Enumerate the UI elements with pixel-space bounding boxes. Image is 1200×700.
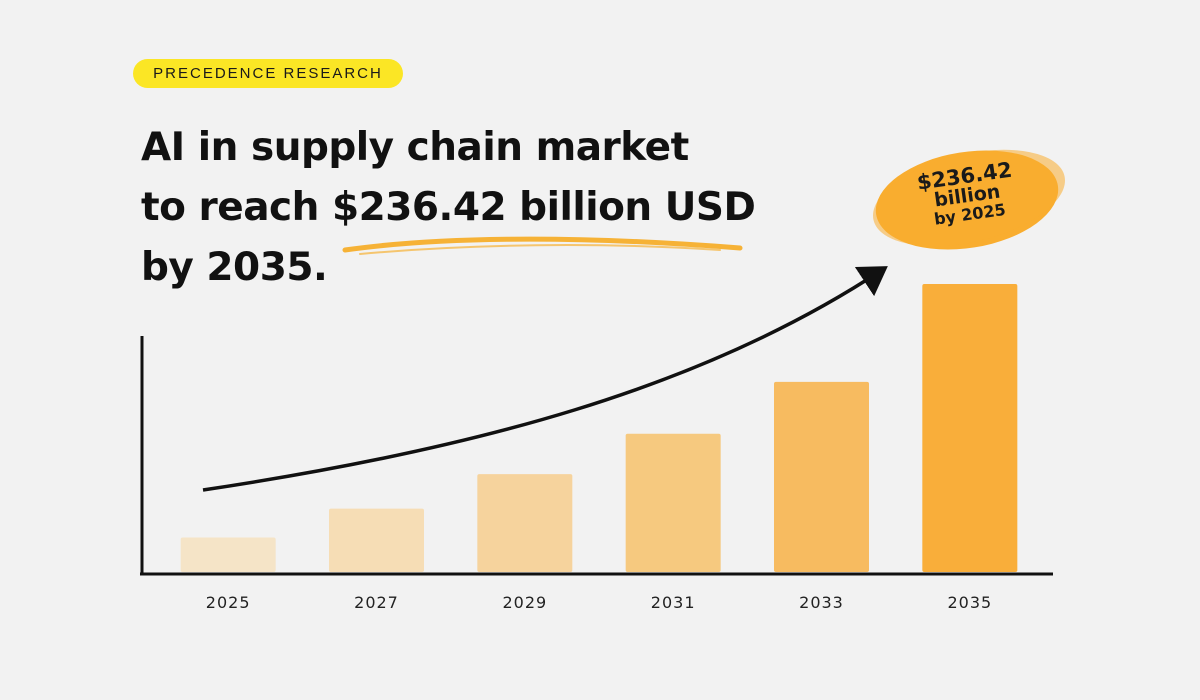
headline-line-3: by 2035. bbox=[141, 245, 328, 290]
bar-2027 bbox=[329, 508, 424, 572]
headline-line-1: AI in supply chain market bbox=[141, 125, 689, 170]
bar-2031 bbox=[625, 433, 721, 572]
headline-line-2: to reach $236.42 billion USD bbox=[141, 185, 756, 230]
callout-brush-blob-edge bbox=[873, 149, 1065, 247]
bar-group bbox=[180, 284, 1018, 572]
bar-2029 bbox=[477, 474, 573, 572]
bar-2025 bbox=[180, 537, 276, 572]
x-tick-label: 2029 bbox=[502, 593, 547, 612]
x-tick-label: 2031 bbox=[651, 593, 696, 612]
x-tick-label: 2025 bbox=[206, 593, 251, 612]
brush-underline-stroke-thin bbox=[359, 244, 721, 255]
tick-label-group: 2025 2027 2029 2031 2033 2035 bbox=[206, 593, 992, 612]
x-tick-label: 2035 bbox=[947, 593, 992, 612]
bar-2033 bbox=[774, 381, 869, 572]
brush-underline-stroke bbox=[342, 236, 743, 253]
headline: AI in supply chain market to reach $236.… bbox=[141, 118, 756, 298]
brand-badge: PRECEDENCE RESEARCH bbox=[133, 59, 403, 88]
callout-badge bbox=[873, 149, 1065, 250]
x-tick-label: 2027 bbox=[354, 593, 399, 612]
trend-arrow bbox=[202, 266, 888, 492]
bar-2035 bbox=[922, 284, 1018, 572]
brand-label: PRECEDENCE RESEARCH bbox=[153, 65, 383, 82]
x-tick-label: 2033 bbox=[799, 593, 844, 612]
